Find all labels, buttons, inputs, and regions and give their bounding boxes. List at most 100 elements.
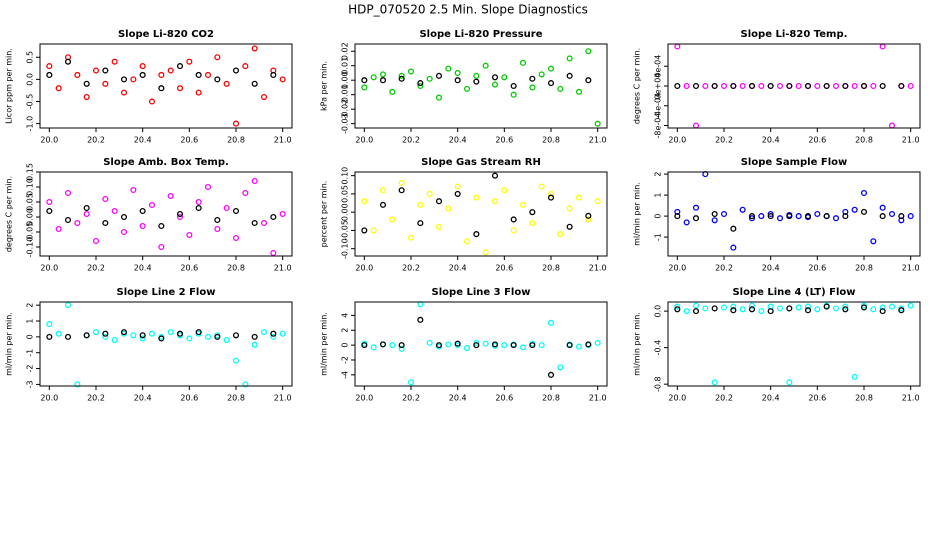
point xyxy=(786,82,793,90)
point xyxy=(158,243,165,251)
point xyxy=(64,302,72,309)
point xyxy=(683,308,690,315)
point xyxy=(767,210,774,218)
x-tick-label: 21.0 xyxy=(589,264,607,273)
point xyxy=(417,80,424,87)
y-tick-label: 2 xyxy=(341,328,350,333)
point xyxy=(501,74,508,81)
point xyxy=(361,198,368,205)
point xyxy=(776,215,784,222)
point xyxy=(702,305,709,312)
x-tick-label: 20.4 xyxy=(449,136,467,145)
point xyxy=(176,330,184,337)
point xyxy=(195,329,202,336)
point xyxy=(195,71,202,78)
point xyxy=(804,82,812,90)
x-tick-label: 20.8 xyxy=(855,394,873,403)
y-tick-label: 1 xyxy=(26,318,35,323)
point xyxy=(739,306,746,313)
point xyxy=(674,82,681,90)
point xyxy=(842,213,849,220)
point xyxy=(758,213,765,220)
point xyxy=(851,373,858,380)
point xyxy=(379,201,387,208)
y-tick-label: -0.01 xyxy=(341,84,350,105)
point xyxy=(575,194,583,201)
point xyxy=(767,308,774,315)
point xyxy=(702,82,709,90)
y-tick-label: -2 xyxy=(341,356,350,364)
point xyxy=(594,339,601,346)
point xyxy=(139,332,146,339)
x-tick-label: 21.0 xyxy=(274,136,292,145)
point xyxy=(130,76,137,83)
point xyxy=(102,219,109,227)
point xyxy=(594,120,601,127)
point xyxy=(214,54,221,61)
point xyxy=(748,213,756,220)
point xyxy=(879,82,886,90)
x-tick-label: 20.6 xyxy=(495,264,513,273)
point xyxy=(491,172,499,179)
x-tick-label: 20.2 xyxy=(402,394,420,403)
point xyxy=(776,305,784,312)
point xyxy=(64,333,72,340)
point xyxy=(547,319,555,326)
point xyxy=(139,222,146,230)
point xyxy=(130,186,137,194)
point xyxy=(566,223,573,230)
y-tick-label: 0.01 xyxy=(341,57,350,75)
x-tick-label: 21.0 xyxy=(902,136,920,145)
x-tick-label: 21.0 xyxy=(274,394,292,403)
point xyxy=(214,225,221,233)
point xyxy=(130,332,137,339)
point xyxy=(454,69,461,77)
point xyxy=(519,201,527,208)
point xyxy=(176,63,184,70)
point xyxy=(482,249,489,256)
y-axis-label: ml/min per min. xyxy=(633,182,642,246)
point xyxy=(417,316,424,323)
plot-frame xyxy=(667,301,921,387)
x-tick-label: 20.8 xyxy=(227,394,245,403)
point xyxy=(426,190,433,197)
x-tick-label: 20.0 xyxy=(668,136,686,145)
point xyxy=(842,303,849,310)
point xyxy=(361,342,368,349)
point xyxy=(279,330,286,337)
point xyxy=(370,74,377,81)
point xyxy=(814,210,821,218)
point xyxy=(575,88,583,95)
point xyxy=(879,304,886,311)
point xyxy=(176,213,184,221)
point xyxy=(398,345,405,352)
point xyxy=(102,195,109,203)
point xyxy=(748,306,756,313)
x-tick-label: 20.8 xyxy=(542,264,560,273)
point xyxy=(851,82,858,90)
point xyxy=(232,120,240,127)
point xyxy=(720,304,728,311)
point xyxy=(251,80,258,87)
point xyxy=(767,213,774,220)
point xyxy=(454,340,461,347)
x-tick-label: 20.0 xyxy=(668,264,686,273)
point xyxy=(473,78,480,85)
point xyxy=(260,219,268,227)
panel-title: Slope Line 3 Flow xyxy=(432,287,531,298)
x-tick-label: 20.0 xyxy=(40,136,58,145)
y-tick-label: -8e-04 xyxy=(654,113,663,139)
point xyxy=(158,85,165,92)
point xyxy=(46,198,53,206)
point xyxy=(148,201,156,209)
point xyxy=(139,335,146,342)
point xyxy=(491,81,499,88)
point xyxy=(46,321,53,328)
point xyxy=(389,216,396,223)
point xyxy=(158,71,165,78)
point xyxy=(46,207,53,215)
x-tick-label: 20.0 xyxy=(355,264,373,273)
point xyxy=(148,330,156,337)
point xyxy=(898,307,905,314)
